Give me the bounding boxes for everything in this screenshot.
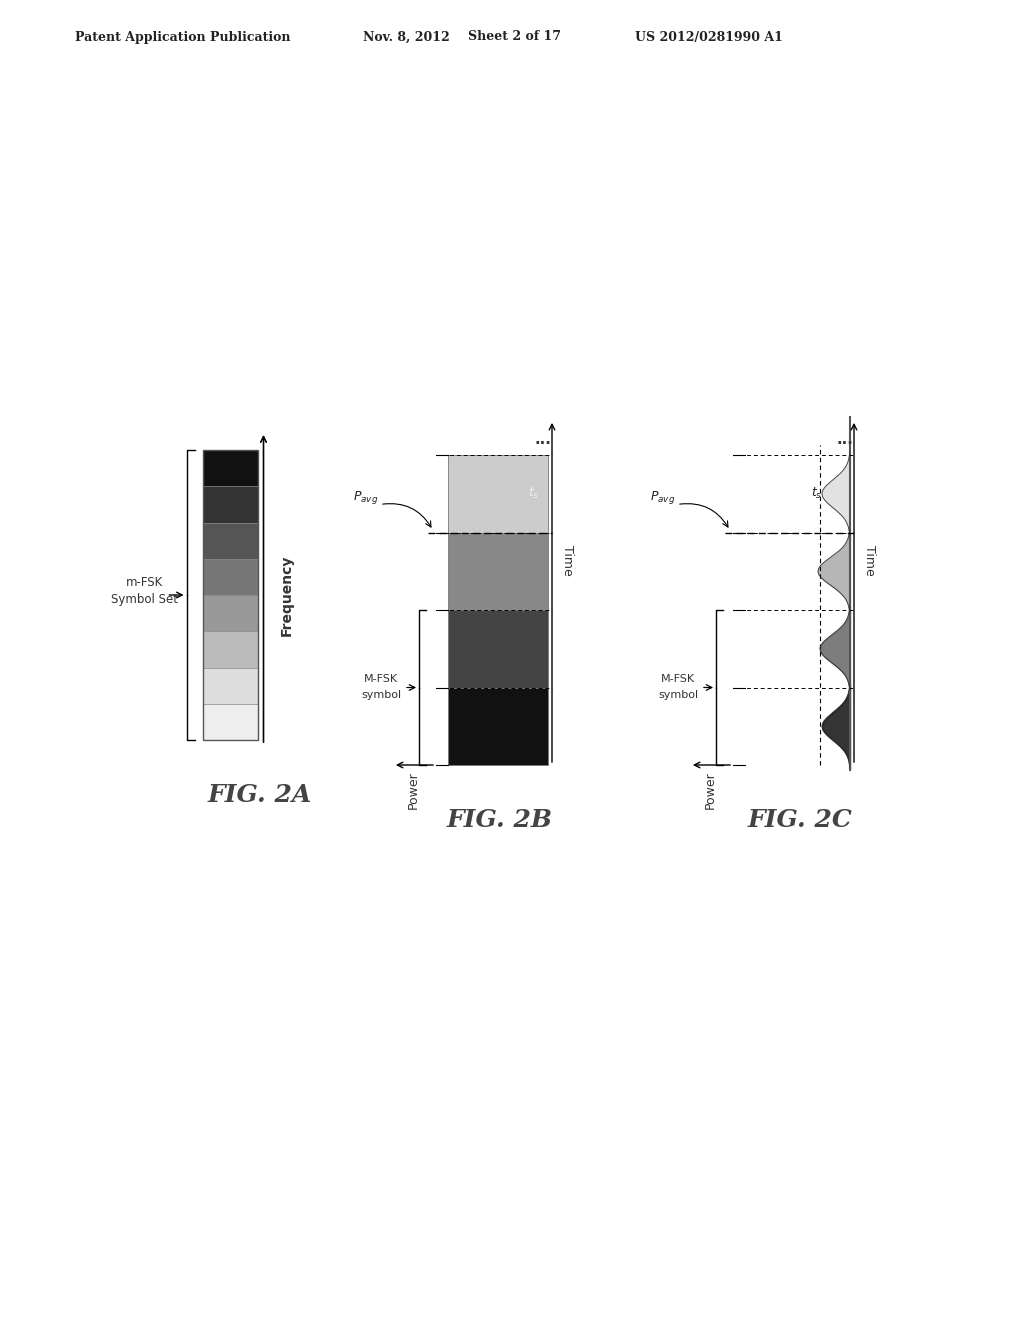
Bar xyxy=(449,455,548,532)
Text: FIG. 2B: FIG. 2B xyxy=(447,808,553,832)
Bar xyxy=(449,688,548,766)
Text: Frequency: Frequency xyxy=(280,554,294,636)
Bar xyxy=(203,486,257,523)
Bar xyxy=(203,523,257,558)
Text: ...: ... xyxy=(535,432,552,446)
Text: Patent Application Publication: Patent Application Publication xyxy=(75,30,291,44)
Text: $t_s$: $t_s$ xyxy=(528,486,540,502)
Bar xyxy=(449,610,548,688)
Bar xyxy=(203,558,257,595)
Text: Power: Power xyxy=(407,771,420,809)
Text: Nov. 8, 2012: Nov. 8, 2012 xyxy=(362,30,450,44)
Text: $P_{avg}$: $P_{avg}$ xyxy=(650,488,676,506)
Text: Symbol Set: Symbol Set xyxy=(111,594,178,606)
Text: Sheet 2 of 17: Sheet 2 of 17 xyxy=(468,30,561,44)
Text: ...: ... xyxy=(837,432,853,446)
Bar xyxy=(449,532,548,610)
Text: FIG. 2C: FIG. 2C xyxy=(748,808,852,832)
Text: US 2012/0281990 A1: US 2012/0281990 A1 xyxy=(635,30,783,44)
Text: symbol: symbol xyxy=(360,690,401,701)
Text: M-FSK: M-FSK xyxy=(660,675,695,685)
Text: symbol: symbol xyxy=(658,690,698,701)
Bar xyxy=(203,595,257,631)
Bar xyxy=(203,668,257,704)
Text: $P_{avg}$: $P_{avg}$ xyxy=(353,488,379,506)
Text: M-FSK: M-FSK xyxy=(364,675,398,685)
Text: Power: Power xyxy=(703,771,717,809)
Bar xyxy=(203,450,257,741)
Text: $t_s$: $t_s$ xyxy=(811,486,822,502)
Bar xyxy=(203,631,257,668)
Text: Time: Time xyxy=(561,545,574,576)
Text: FIG. 2A: FIG. 2A xyxy=(208,783,312,807)
Bar xyxy=(203,450,257,486)
Text: m-FSK: m-FSK xyxy=(126,577,163,590)
Bar xyxy=(203,704,257,741)
Text: Time: Time xyxy=(863,545,877,576)
